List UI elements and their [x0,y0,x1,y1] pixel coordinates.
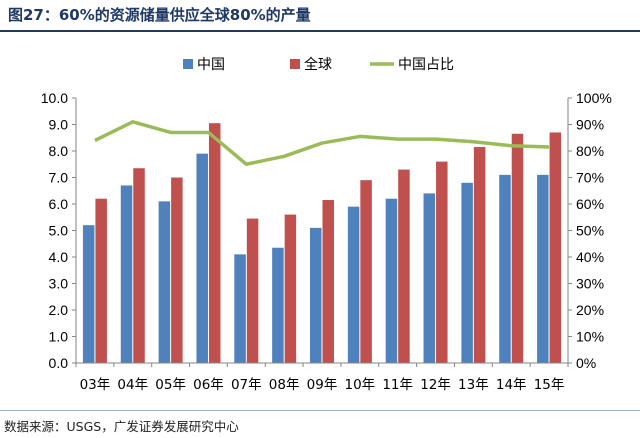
china-bar [158,201,171,363]
global-bar [511,133,524,363]
left-tick-label: 7.0 [49,170,69,186]
global-bar [473,147,486,363]
left-tick-label: 3.0 [49,276,69,292]
x-tick-label: 04年 [117,377,148,393]
left-tick-label: 2.0 [49,302,69,318]
china-share-line [94,120,550,166]
left-tick-label: 9.0 [49,117,69,133]
global-bar [133,168,145,363]
legend-share-label: 中国占比 [398,57,454,73]
left-tick-label: 1.0 [49,329,69,345]
right-tick-label: 20% [576,302,604,318]
legend-china-label: 中国 [197,57,225,73]
axes-group: 0.0 1.0 2.0 3.0 4.0 5.0 6.0 7.0 8.0 9.0 10.0 0% 10% 2… [41,90,612,393]
x-tick-label: 09年 [307,377,338,393]
legend-global-label: 全球 [304,56,332,73]
chart: 中国 全球 中国占比 0.0 1.0 2.0 3.0 4.0 5.0 6.0 7.0 8.0 9.0 1… [41,56,612,393]
global-bar [549,132,562,363]
right-tick-label: 100% [576,90,612,106]
china-bar [347,206,360,363]
legend-china-swatch [183,59,193,69]
china-bar [272,247,284,363]
x-tick-label: 11年 [382,377,413,393]
right-tick-label: 50% [576,223,604,239]
page-title: 图27：60%的资源储量供应全球80%的产量 [8,6,311,24]
left-tick-label: 5.0 [49,223,69,239]
x-tick-label: 05年 [155,377,186,393]
x-tick-label: 12年 [420,377,451,393]
global-bar [171,177,183,363]
right-tick-label: 70% [576,170,604,186]
left-tick-label: 10.0 [41,90,68,106]
left-tick-label: 0.0 [49,355,69,371]
x-tick-label: 15年 [534,377,565,393]
right-tick-label: 0% [576,355,596,371]
global-bar [208,123,221,363]
x-tick-label: 08年 [269,377,300,393]
china-bar [82,225,95,363]
legend: 中国 全球 中国占比 [183,56,454,73]
x-tick-label: 03年 [80,377,111,393]
left-tick-label: 4.0 [49,249,69,265]
x-tick-label: 14年 [496,377,527,393]
global-bar [246,218,259,363]
global-bar [95,198,107,363]
share-line-group [94,120,550,166]
global-bar [436,161,448,363]
global-bar [360,180,372,363]
source-note: 数据来源：USGS，广发证券发展研究中心 [4,419,239,434]
right-tick-label: 30% [576,276,604,292]
china-bar [196,153,208,363]
left-tick-label: 8.0 [49,143,69,159]
china-bar [234,254,246,363]
right-tick-label: 40% [576,249,604,265]
global-bar [398,169,410,363]
x-tick-label: 06年 [193,377,224,393]
china-bar [385,198,398,363]
right-tick-label: 90% [576,117,604,133]
global-bar [284,214,297,363]
right-tick-label: 10% [576,329,604,345]
title-divider [0,30,640,32]
china-bar [423,193,436,363]
china-bar [310,227,322,363]
china-bar [120,185,133,363]
china-bar [461,182,473,363]
legend-global-swatch [290,59,300,69]
bars-group [82,123,562,363]
china-bar [537,174,549,363]
global-bar [322,200,334,363]
right-tick-label: 60% [576,196,604,212]
x-tick-label: 10年 [345,377,376,393]
x-tick-label: 07年 [231,377,262,393]
x-tick-label: 13年 [458,377,489,393]
right-tick-label: 80% [576,143,604,159]
left-tick-label: 6.0 [49,196,69,212]
source-divider [0,410,640,411]
china-bar [499,174,511,363]
